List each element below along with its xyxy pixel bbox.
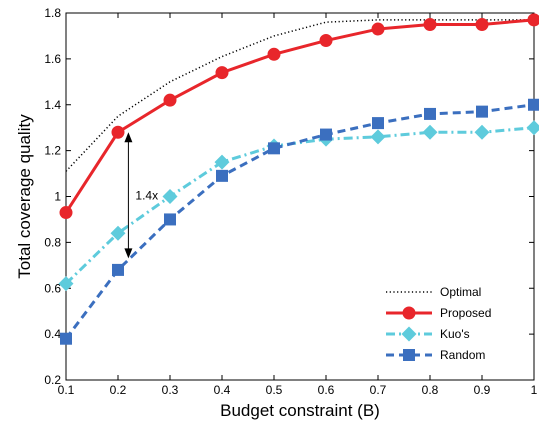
series-proposed-point (371, 22, 385, 36)
series-proposed (59, 13, 539, 220)
series-proposed-point (59, 206, 73, 220)
legend-item-proposed: Proposed (386, 306, 491, 320)
y-tick-label: 0.2 (44, 373, 61, 387)
series-proposed-point (527, 13, 539, 27)
x-tick-label: 0.3 (162, 383, 179, 397)
series-random-point (164, 213, 176, 226)
series-kuo-s-point (214, 154, 230, 170)
series-kuo-s-point (474, 124, 490, 140)
series-kuo-s-point (162, 189, 178, 204)
series-proposed-point (111, 125, 125, 139)
legend-label-random: Random (440, 348, 485, 362)
x-tick-label: 1 (531, 383, 538, 397)
series-random-point (528, 98, 539, 111)
x-tick-label: 0.7 (370, 383, 387, 397)
series-proposed-point (215, 66, 229, 80)
series-proposed-point (319, 34, 333, 48)
legend-item-kuo-s: Kuo's (386, 326, 470, 342)
series-proposed-point (423, 17, 437, 31)
series-random-point (268, 142, 280, 155)
y-tick-label: 1 (54, 190, 61, 204)
x-tick-label: 0.2 (110, 383, 127, 397)
series-proposed-point (475, 17, 489, 31)
ratio-label: 1.4x (135, 188, 158, 202)
legend-label-optimal: Optimal (440, 285, 481, 299)
series-kuo-s-point (110, 225, 126, 241)
series-random-point (60, 332, 72, 345)
y-tick-label: 0.8 (44, 235, 61, 249)
series-proposed-line (64, 18, 535, 214)
series-random-point (320, 128, 332, 141)
series-proposed-point (267, 47, 281, 61)
series-random-point (112, 263, 124, 276)
series-group (58, 13, 539, 345)
x-tick-label: 0.1 (58, 383, 75, 397)
x-tick-label: 0.4 (214, 383, 231, 397)
series-optimal-line (65, 19, 534, 172)
y-tick-label: 1.8 (44, 6, 61, 20)
x-tick-label: 0.5 (266, 383, 283, 397)
series-proposed-point (163, 93, 177, 107)
y-tick-label: 1.4 (44, 98, 61, 112)
legend-label-proposed: Proposed (440, 306, 491, 320)
y-axis-label: Total coverage quality (15, 114, 34, 279)
series-kuo-s-point (422, 124, 438, 140)
legend-item-random: Random (386, 348, 485, 362)
legend-proposed-point (402, 306, 416, 320)
legend-label-kuo-s: Kuo's (440, 327, 470, 341)
series-kuo-s-point (526, 120, 539, 136)
series-random-point (372, 117, 384, 130)
y-tick-label: 1.2 (44, 144, 61, 158)
series-random (60, 98, 539, 345)
series-optimal (65, 19, 534, 172)
legend-random-point (403, 349, 415, 361)
series-random-line (64, 103, 535, 340)
ratio-arrow-up-icon (124, 132, 133, 143)
series-kuo-s-line (64, 126, 535, 285)
series-random-point (476, 105, 488, 118)
legend: Optimal Proposed Kuo's Random (382, 280, 522, 372)
y-tick-label: 0.4 (44, 327, 61, 341)
series-random-point (424, 107, 436, 120)
series-kuo-s-point (370, 129, 386, 145)
y-tick-label: 0.6 (44, 281, 61, 295)
series-random-point (216, 169, 228, 182)
axis-ticks: 0.1 0.2 0.3 0.4 0.5 0.6 0.7 0.8 0.9 10.20.40.60.8… (44, 6, 537, 397)
legend-item-optimal: Optimal (386, 285, 481, 299)
ratio-arrow-down-icon (124, 248, 133, 259)
x-tick-label: 0.6 (318, 383, 335, 397)
x-tick-label: 0.8 (422, 383, 439, 397)
series-kuo-s-point (58, 276, 74, 292)
ratio-annotation: 1.4x (124, 132, 158, 259)
y-tick-label: 1.6 (44, 52, 61, 66)
legend-kuo-s-point (401, 326, 417, 342)
x-tick-label: 0.9 (474, 383, 491, 397)
x-axis-label: Budget constraint (B) (220, 401, 380, 420)
series-kuo-s (58, 120, 539, 292)
